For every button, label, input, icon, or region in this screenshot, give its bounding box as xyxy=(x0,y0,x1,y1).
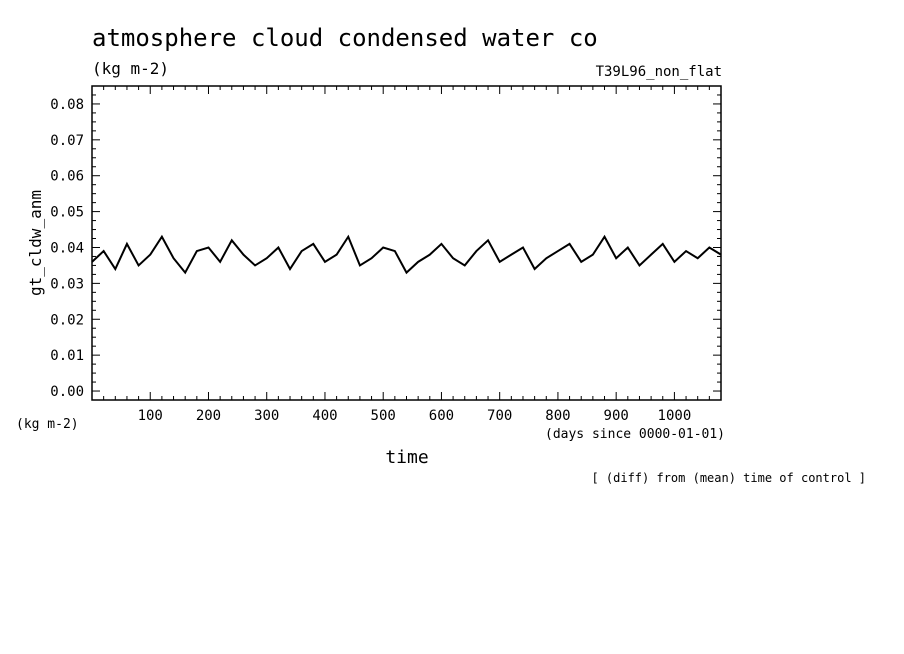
y-tick-label: 0.05 xyxy=(50,205,84,221)
y-tick-label: 0.03 xyxy=(50,276,84,292)
axis-tick-labels: 100 200 300 400 500 600 700 800 900 1000 0.00 0.01 0… xyxy=(50,97,691,424)
chart-unit-label: (kg m-2) xyxy=(92,59,169,78)
footer-note: [ (diff) from (mean) time of control ] xyxy=(591,471,866,485)
y-axis-label: gt_cldw_anm xyxy=(26,190,45,296)
y-tick-label: 0.02 xyxy=(50,312,84,328)
chart-title: atmosphere cloud condensed water co xyxy=(92,24,598,52)
x-tick-label: 600 xyxy=(429,408,454,424)
y-tick-label: 0.04 xyxy=(50,240,84,256)
x-tick-label: 800 xyxy=(545,408,570,424)
x-tick-label: 1000 xyxy=(658,408,692,424)
x-unit-label: (days since 0000-01-01) xyxy=(545,427,725,442)
x-tick-label: 700 xyxy=(487,408,512,424)
x-tick-label: 400 xyxy=(312,408,337,424)
y-tick-label: 0.00 xyxy=(50,384,84,400)
x-tick-label: 500 xyxy=(371,408,396,424)
y-tick-label: 0.08 xyxy=(50,97,84,113)
y-tick-label: 0.01 xyxy=(50,348,84,364)
x-tick-label: 100 xyxy=(138,408,163,424)
x-axis-label: time xyxy=(385,447,428,468)
series-line-0 xyxy=(91,234,722,275)
plot-frame xyxy=(91,85,722,401)
x-tick-label: 200 xyxy=(196,408,221,424)
data-series xyxy=(91,234,722,275)
x-tick-label: 300 xyxy=(254,408,279,424)
x-tick-label: 900 xyxy=(604,408,629,424)
y-tick-label: 0.06 xyxy=(50,169,84,185)
axis-ticks xyxy=(92,85,721,400)
y-tick-label: 0.07 xyxy=(50,133,84,149)
run-label: T39L96_non_flat xyxy=(596,64,722,80)
y-unit-label: (kg m-2) xyxy=(16,417,79,432)
